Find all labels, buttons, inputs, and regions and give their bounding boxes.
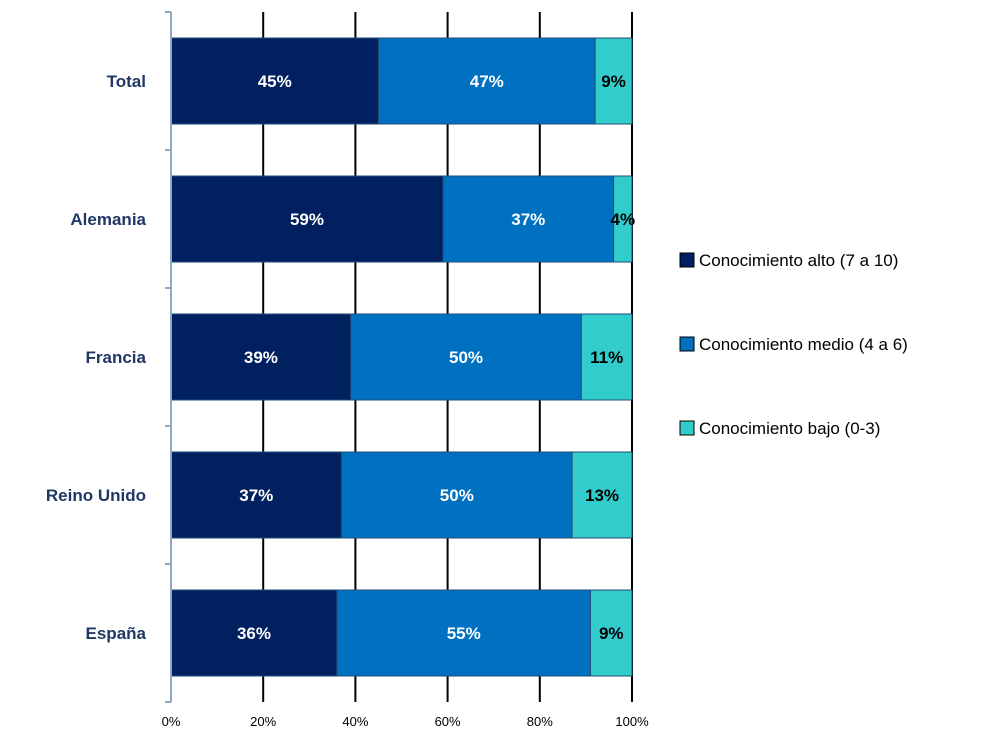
bar-alemania-conocimiento-alto-7-a-10 bbox=[170, 175, 444, 263]
x-tick-label-80: 80% bbox=[527, 714, 553, 729]
legend-swatch-conocimiento-alto-7-a-10 bbox=[679, 252, 695, 268]
bar-alemania-conocimiento-bajo-0-3 bbox=[613, 175, 633, 263]
legend-swatch-conocimiento-medio-4-a-6 bbox=[679, 336, 695, 352]
legend-label-conocimiento-alto-7-a-10: Conocimiento alto (7 a 10) bbox=[699, 251, 898, 270]
bars: 45% 47% 9% 59% 37% 4% 39% 50% 11% 37% 50% 13% 36% 55%… bbox=[170, 37, 635, 677]
category-label-francia: Francia bbox=[86, 348, 147, 367]
x-tick-label-40: 40% bbox=[342, 714, 368, 729]
data-label-reino-unido-conocimiento-bajo-0-3: 13% bbox=[585, 486, 619, 505]
data-label-reino-unido-conocimiento-alto-7-a-10: 37% bbox=[239, 486, 273, 505]
category-label-alemania: Alemania bbox=[70, 210, 146, 229]
bar-alemania-conocimiento-medio-4-a-6 bbox=[442, 175, 615, 263]
bar-total-conocimiento-bajo-0-3 bbox=[594, 37, 633, 125]
bar-espana-conocimiento-bajo-0-3 bbox=[590, 589, 633, 677]
category-label-espana: España bbox=[86, 624, 147, 643]
data-label-francia-conocimiento-alto-7-a-10: 39% bbox=[244, 348, 278, 367]
x-tick-label-0: 0% bbox=[162, 714, 181, 729]
data-label-total-conocimiento-alto-7-a-10: 45% bbox=[258, 72, 292, 91]
data-label-francia-conocimiento-bajo-0-3: 11% bbox=[590, 348, 623, 367]
legend-swatch-conocimiento-bajo-0-3 bbox=[679, 420, 695, 436]
legend: Conocimiento alto (7 a 10) Conocimiento m… bbox=[679, 251, 908, 438]
data-label-espana-conocimiento-alto-7-a-10: 36% bbox=[237, 624, 271, 643]
bar-total-conocimiento-medio-4-a-6 bbox=[377, 37, 596, 125]
x-tick-label-20: 20% bbox=[250, 714, 276, 729]
axes: Total Alemania Francia Reino Unido España 0% 2… bbox=[46, 11, 649, 729]
x-tick-label-60: 60% bbox=[435, 714, 461, 729]
data-label-total-conocimiento-medio-4-a-6: 47% bbox=[470, 72, 504, 91]
legend-label-conocimiento-medio-4-a-6: Conocimiento medio (4 a 6) bbox=[699, 335, 908, 354]
data-label-alemania-conocimiento-medio-4-a-6: 37% bbox=[511, 210, 545, 229]
bar-total-conocimiento-alto-7-a-10 bbox=[170, 37, 379, 125]
bar-espana-conocimiento-alto-7-a-10 bbox=[170, 589, 338, 677]
category-label-total: Total bbox=[107, 72, 146, 91]
bar-reino-unido-conocimiento-bajo-0-3 bbox=[571, 451, 633, 539]
bar-espana-conocimiento-medio-4-a-6 bbox=[336, 589, 592, 677]
legend-label-conocimiento-bajo-0-3: Conocimiento bajo (0-3) bbox=[699, 419, 880, 438]
category-label-reino-unido: Reino Unido bbox=[46, 486, 146, 505]
data-label-espana-conocimiento-bajo-0-3: 9% bbox=[599, 624, 624, 643]
data-label-francia-conocimiento-medio-4-a-6: 50% bbox=[449, 348, 483, 367]
bar-francia-conocimiento-bajo-0-3 bbox=[580, 313, 633, 401]
x-tick-label-100: 100% bbox=[615, 714, 649, 729]
data-label-alemania-conocimiento-bajo-0-3: 4% bbox=[610, 210, 635, 229]
bar-francia-conocimiento-alto-7-a-10 bbox=[170, 313, 352, 401]
data-label-espana-conocimiento-medio-4-a-6: 55% bbox=[447, 624, 481, 643]
bar-francia-conocimiento-medio-4-a-6 bbox=[350, 313, 582, 401]
data-label-reino-unido-conocimiento-medio-4-a-6: 50% bbox=[440, 486, 474, 505]
data-label-total-conocimiento-bajo-0-3: 9% bbox=[601, 72, 626, 91]
data-label-alemania-conocimiento-alto-7-a-10: 59% bbox=[290, 210, 324, 229]
bar-reino-unido-conocimiento-alto-7-a-10 bbox=[170, 451, 343, 539]
